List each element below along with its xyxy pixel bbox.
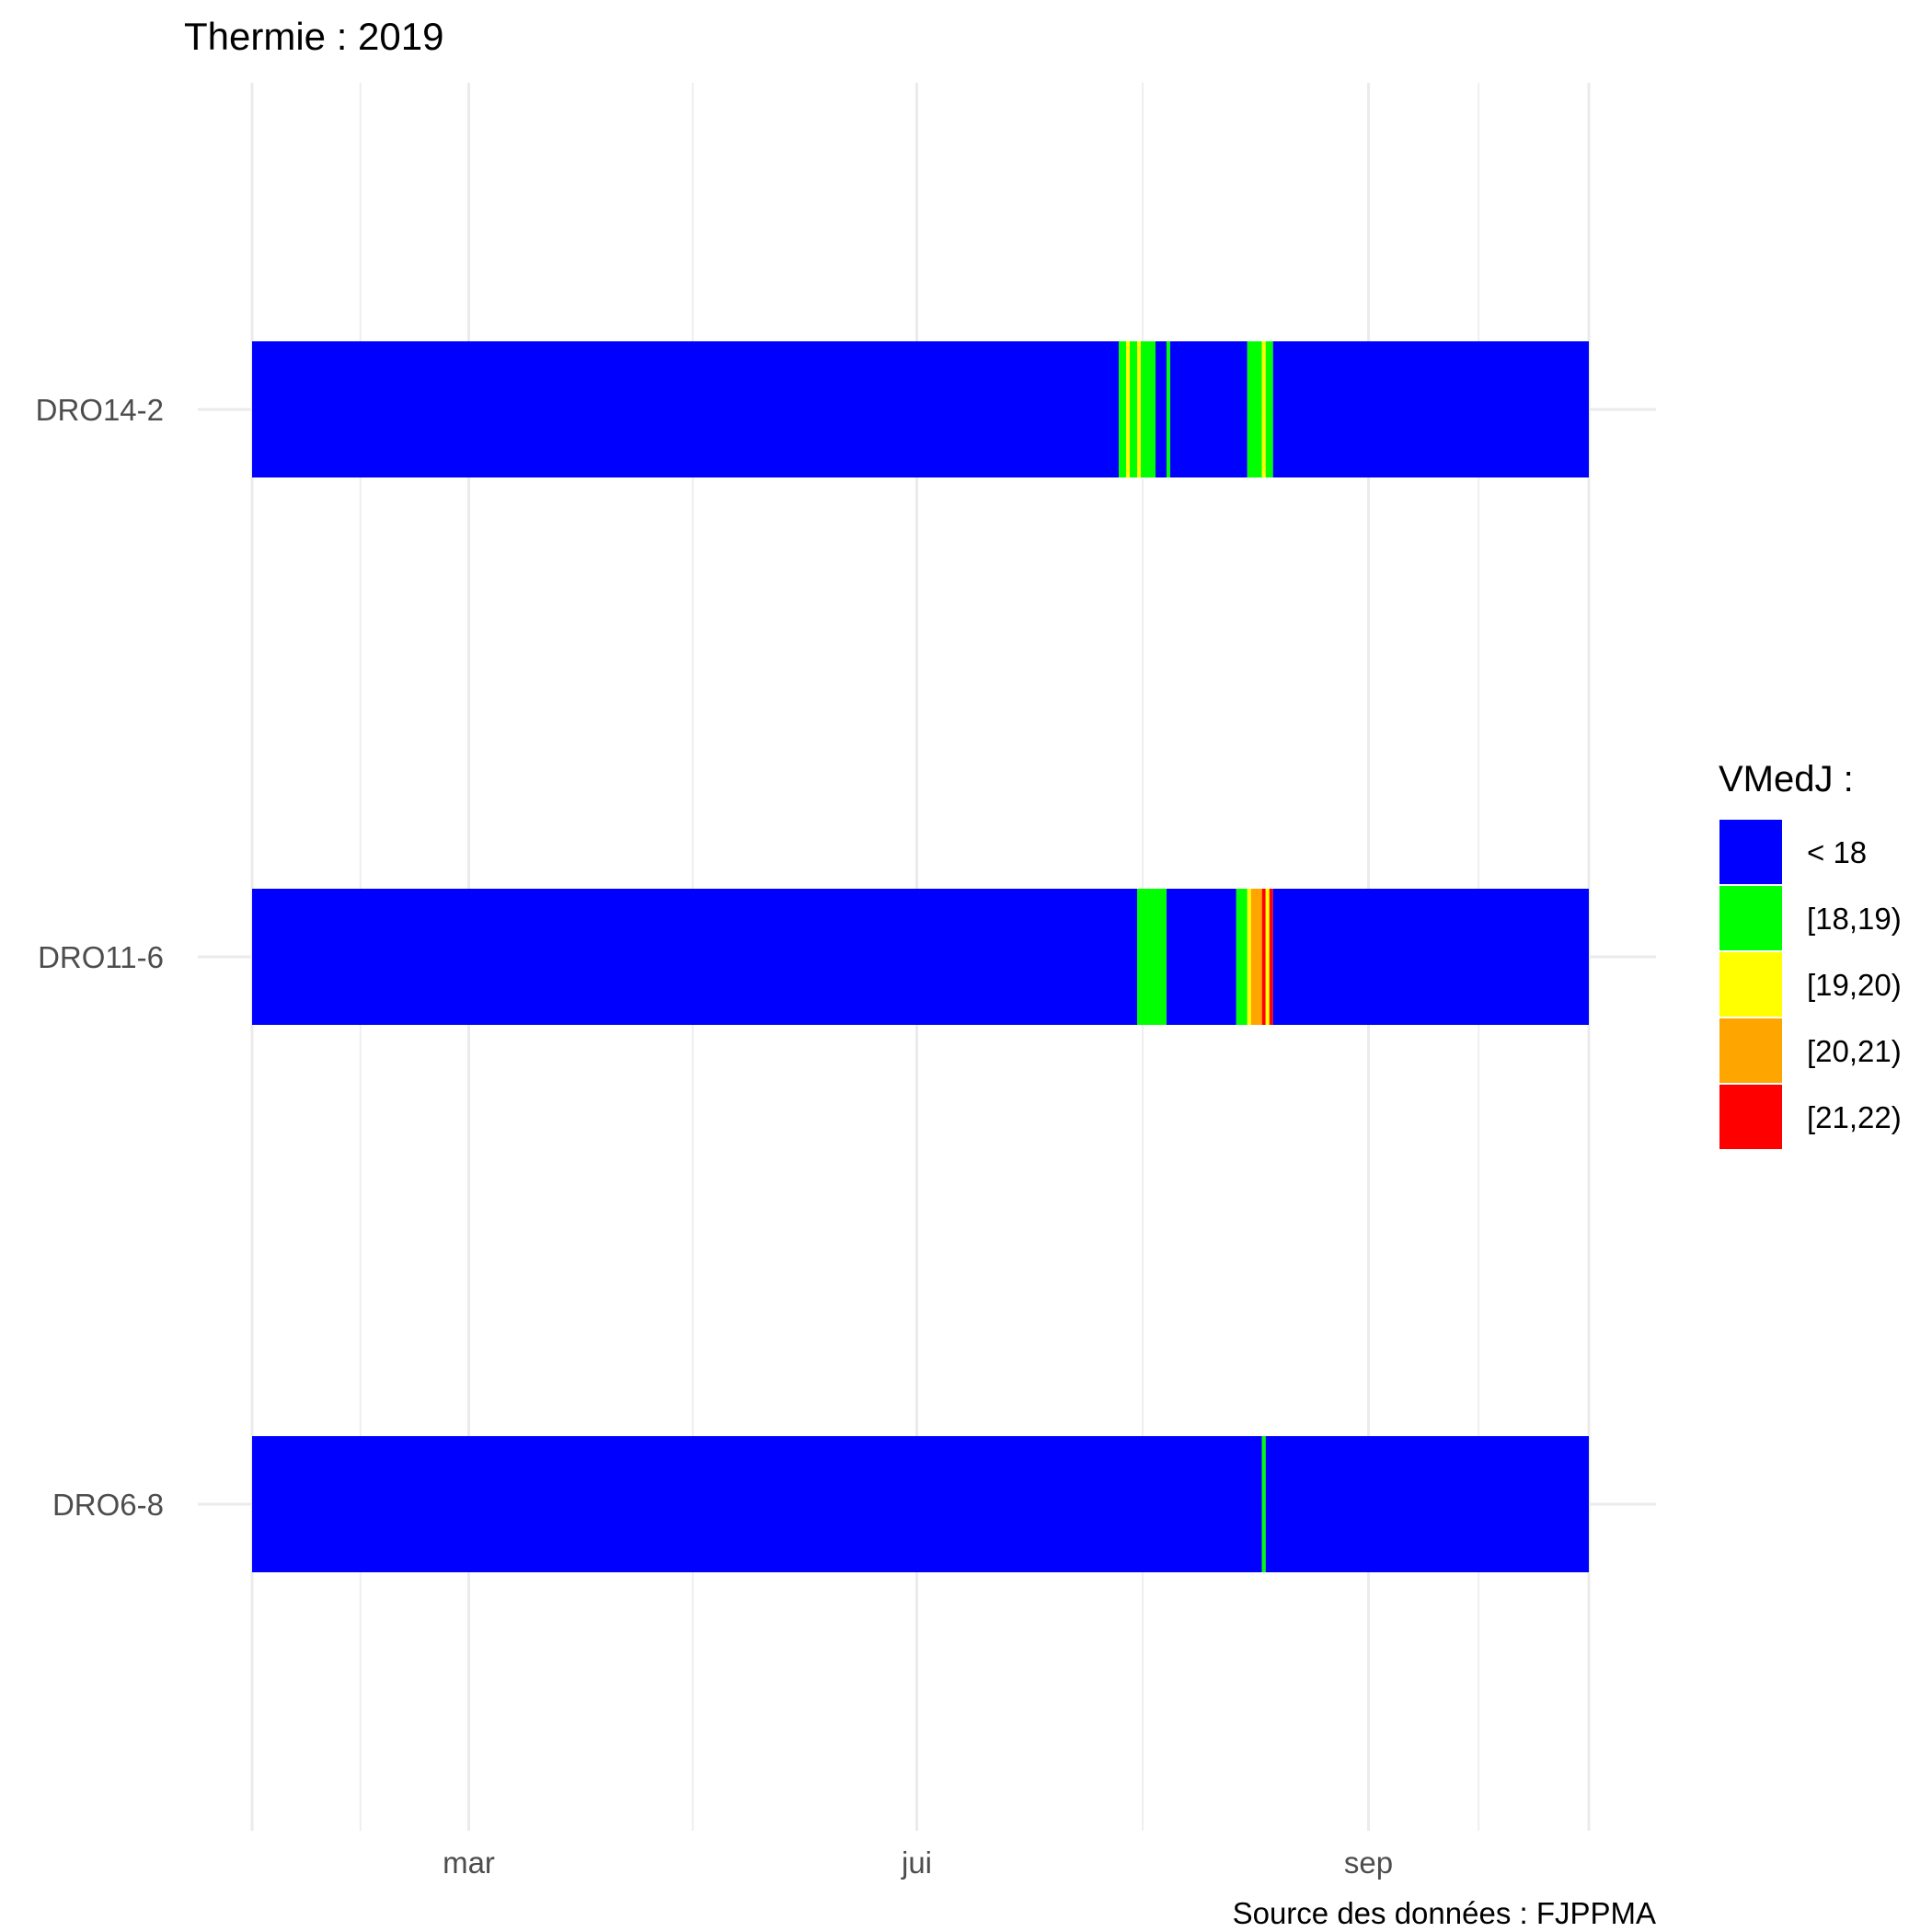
legend-label: [21,22) bbox=[1807, 1100, 1902, 1134]
bar-segment-DRO11-6 bbox=[252, 889, 1138, 1025]
bar-segment-DRO14-2 bbox=[1166, 341, 1170, 477]
chart-caption: Source des données : FJPPMA bbox=[1233, 1896, 1656, 1930]
bar-segment-DRO6-8 bbox=[1265, 1436, 1589, 1572]
bar-segment-DRO14-2 bbox=[1247, 341, 1262, 477]
bar-segment-DRO14-2 bbox=[1169, 341, 1248, 477]
x-tick-label: mar bbox=[443, 1846, 495, 1880]
x-tick-label: jui bbox=[901, 1846, 932, 1880]
bar-segment-DRO14-2 bbox=[1272, 341, 1589, 477]
legend-key bbox=[1718, 950, 1784, 1018]
x-axis: mar jui sep bbox=[443, 1846, 1393, 1880]
chart-title: Thermie : 2019 bbox=[184, 15, 443, 58]
x-tick-label: sep bbox=[1344, 1846, 1393, 1880]
bar-segment-DRO11-6 bbox=[1137, 889, 1167, 1025]
bar-segment-DRO6-8 bbox=[1261, 1436, 1266, 1572]
bar-segment-DRO14-2 bbox=[1126, 341, 1131, 477]
bar-segment-DRO11-6 bbox=[1261, 889, 1266, 1025]
bar-segment-DRO14-2 bbox=[1119, 341, 1127, 477]
y-tick-label: DRO6-8 bbox=[52, 1488, 164, 1522]
bar-segment-DRO11-6 bbox=[1236, 889, 1248, 1025]
y-tick-label: DRO14-2 bbox=[36, 393, 164, 427]
legend-title: VMedJ : bbox=[1719, 759, 1854, 799]
legend-key bbox=[1718, 884, 1784, 952]
legend-label: < 18 bbox=[1807, 835, 1867, 869]
legend-key bbox=[1718, 1017, 1784, 1085]
bar-segment-DRO14-2 bbox=[1261, 341, 1266, 477]
bar-segment-DRO11-6 bbox=[1250, 889, 1262, 1025]
bar-segment-DRO6-8 bbox=[252, 1436, 1262, 1572]
bar-segment-DRO11-6 bbox=[1269, 889, 1273, 1025]
legend-key bbox=[1718, 818, 1784, 886]
y-axis: DRO14-2 DRO11-6 DRO6-8 bbox=[36, 393, 164, 1522]
bar-segment-DRO14-2 bbox=[1137, 341, 1142, 477]
legend-label: [18,19) bbox=[1807, 902, 1902, 936]
bar-segment-DRO14-2 bbox=[1130, 341, 1138, 477]
bar-segment-DRO11-6 bbox=[1265, 889, 1270, 1025]
legend: VMedJ : < 18 [18,19) [19,20) [20,21) [21,22) bbox=[1718, 759, 1902, 1151]
bar-segment-DRO14-2 bbox=[1265, 341, 1273, 477]
bar-segment-DRO11-6 bbox=[1166, 889, 1236, 1025]
bar-segment-DRO14-2 bbox=[252, 341, 1120, 477]
legend-label: [19,20) bbox=[1807, 968, 1902, 1002]
y-tick-label: DRO11-6 bbox=[38, 940, 164, 974]
bar-segment-DRO11-6 bbox=[1247, 889, 1251, 1025]
bar-segment-DRO14-2 bbox=[1155, 341, 1167, 477]
station-bars bbox=[252, 341, 1589, 1572]
bar-segment-DRO14-2 bbox=[1141, 341, 1156, 477]
legend-label: [20,21) bbox=[1807, 1034, 1902, 1068]
legend-key bbox=[1718, 1083, 1784, 1151]
bar-segment-DRO11-6 bbox=[1272, 889, 1589, 1025]
